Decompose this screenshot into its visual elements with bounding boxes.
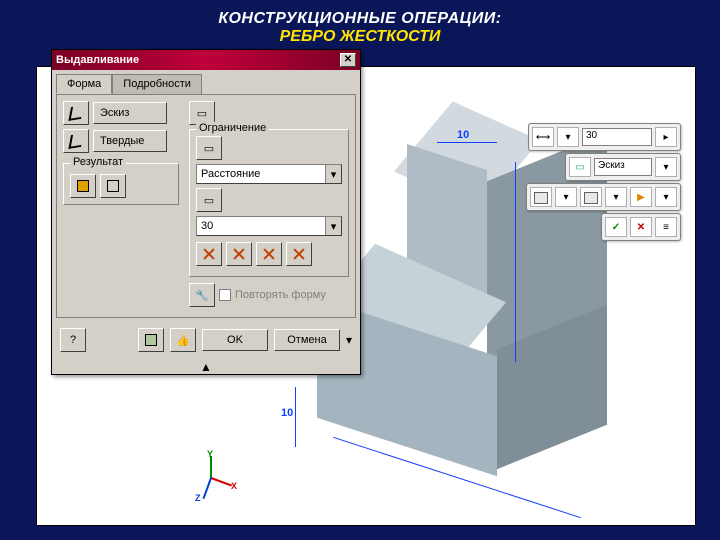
cancel-button[interactable]: ✕	[630, 217, 652, 237]
repeat-shape-checkbox[interactable]: Повторять форму	[219, 289, 326, 301]
title-line-1: КОНСТРУКЦИОННЫЕ ОПЕРАЦИИ:	[0, 10, 720, 28]
dimension-line	[437, 142, 497, 143]
dir-btn-3[interactable]: ▶	[630, 187, 652, 207]
dialog-body: Эскиз Твердые Результат ▭	[56, 94, 356, 318]
dialog-footer: ? 👍 OK Отмена ▾	[52, 322, 360, 360]
dialog-tabs: Форма Подробности	[52, 70, 360, 94]
limit-icon[interactable]: ▭	[196, 136, 222, 160]
taper-btn[interactable]: 🔧	[189, 283, 215, 307]
dir-opt-2[interactable]	[226, 242, 252, 266]
axis-x-label: X	[231, 481, 237, 491]
axis-z-label: Z	[195, 493, 201, 503]
dir-btn-1[interactable]	[530, 187, 552, 207]
dim-next-btn[interactable]: ▸	[655, 127, 677, 147]
result-surface-btn[interactable]	[100, 174, 126, 198]
sketch-icon[interactable]: ▭	[569, 157, 591, 177]
dialog-titlebar[interactable]: Выдавливание ✕	[52, 50, 360, 70]
dimension-value: 10	[281, 407, 293, 419]
tab-details[interactable]: Подробности	[112, 74, 202, 94]
toolbar-confirm[interactable]: ✓ ✕ ≡	[601, 213, 681, 241]
coord-triad: X Y Z	[187, 453, 237, 503]
dir-opt-1[interactable]	[196, 242, 222, 266]
axis-y-label: Y	[207, 449, 213, 459]
dim-dropdown[interactable]: ▾	[557, 127, 579, 147]
distance-value: 30	[197, 218, 325, 234]
opt-toggle-1[interactable]	[138, 328, 164, 352]
distance-combo[interactable]: 30 ▾	[196, 216, 342, 236]
dir-btn-2[interactable]	[580, 187, 602, 207]
result-solid-btn[interactable]	[70, 174, 96, 198]
dimension-value: 10	[457, 129, 469, 141]
chevron-down-icon[interactable]: ▾	[325, 217, 341, 235]
toolbar-dimension[interactable]: ⟷ ▾ 30 ▸	[528, 123, 681, 151]
pick-sketch-icon[interactable]	[63, 101, 89, 125]
ok-button[interactable]: OK	[202, 329, 268, 351]
options-button[interactable]: ≡	[655, 217, 677, 237]
limit-mode-combo[interactable]: Расстояние ▾	[196, 164, 342, 184]
repeat-shape-label: Повторять форму	[235, 289, 326, 301]
checkbox-icon	[219, 289, 231, 301]
expand-arrow-icon[interactable]: ▾	[346, 333, 352, 347]
cad-canvas: 10 10 X Y Z ⟷ ▾ 30 ▸ ▭ Эскиз ▾ ▾ ▾ ▶ ▾ ✓…	[36, 66, 696, 526]
extrude-dialog: Выдавливание ✕ Форма Подробности Эскиз Т…	[51, 49, 361, 375]
dialog-title: Выдавливание	[56, 54, 139, 66]
pick-solids-icon[interactable]	[63, 129, 89, 153]
limit-mode-value: Расстояние	[197, 166, 325, 182]
slide-title: КОНСТРУКЦИОННЫЕ ОПЕРАЦИИ: РЕБРО ЖЕСТКОСТ…	[0, 0, 720, 50]
sketch-label: Эскиз	[594, 158, 652, 176]
help-button[interactable]: ?	[60, 328, 86, 352]
cancel-button[interactable]: Отмена	[274, 329, 340, 351]
axis-x	[211, 477, 232, 486]
toolbar-sketch[interactable]: ▭ Эскиз ▾	[565, 153, 681, 181]
dim-style-btn[interactable]: ⟷	[532, 127, 554, 147]
solids-button[interactable]: Твердые	[93, 130, 167, 152]
close-icon[interactable]: ✕	[340, 53, 356, 67]
apply-button[interactable]: ✓	[605, 217, 627, 237]
dialog-pointer-icon: ▲	[52, 360, 360, 374]
limit-icon-2[interactable]: ▭	[196, 188, 222, 212]
sketch-button[interactable]: Эскиз	[93, 102, 167, 124]
toolbar-direction[interactable]: ▾ ▾ ▶ ▾	[526, 183, 681, 211]
limit-group-label: Ограничение	[196, 122, 269, 134]
dimension-line	[295, 387, 296, 447]
dimension-line	[515, 162, 516, 362]
axis-z	[203, 478, 212, 499]
dir-dropdown-2[interactable]: ▾	[605, 187, 627, 207]
tab-shape[interactable]: Форма	[56, 74, 112, 94]
dir-opt-4[interactable]	[286, 242, 312, 266]
dir-opt-3[interactable]	[256, 242, 282, 266]
opt-toggle-2[interactable]: 👍	[170, 328, 196, 352]
result-group-label: Результат	[70, 156, 126, 168]
dir-dropdown-3[interactable]: ▾	[655, 187, 677, 207]
sketch-dropdown[interactable]: ▾	[655, 157, 677, 177]
dim-value-field[interactable]: 30	[582, 128, 652, 146]
dir-dropdown-1[interactable]: ▾	[555, 187, 577, 207]
chevron-down-icon[interactable]: ▾	[325, 165, 341, 183]
title-line-2: РЕБРО ЖЕСТКОСТИ	[0, 28, 720, 46]
axis-y	[210, 456, 212, 478]
